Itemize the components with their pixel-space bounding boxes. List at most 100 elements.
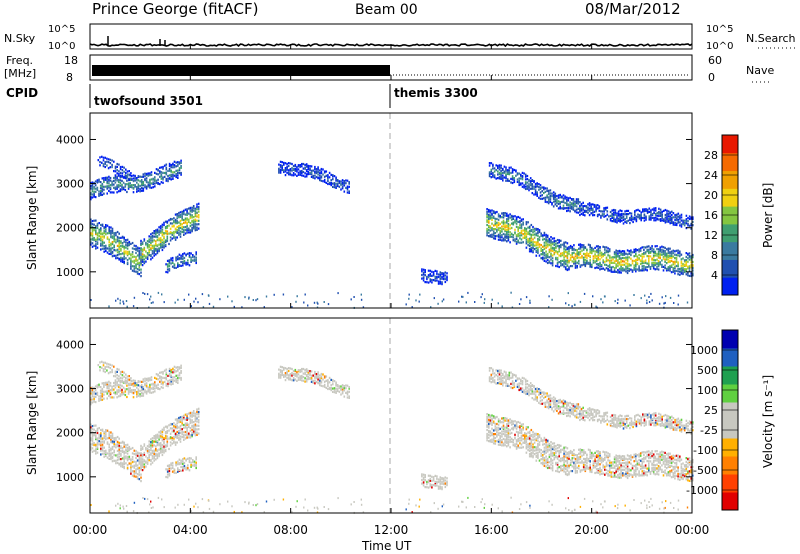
velocity-cell-631 [90, 390, 92, 393]
velocity-cell-1367 [486, 439, 488, 442]
power-cell-250 [133, 244, 136, 247]
power-cell-2669 [549, 189, 552, 192]
power-cell-59 [100, 239, 102, 242]
velocity-cell-1571 [519, 425, 521, 428]
power-cell-274 [138, 266, 141, 269]
velocity-cell-1249 [332, 383, 334, 386]
power-cell-2127 [623, 257, 626, 260]
power-cell-1680 [538, 245, 541, 248]
power-cell-2779 [582, 206, 584, 209]
velocity-cell-1060 [183, 467, 186, 470]
power-cell-2538 [508, 171, 511, 174]
power-cell-1365 [446, 275, 448, 278]
power-cell-2486 [492, 164, 494, 168]
power-cell-800 [139, 190, 141, 193]
power-cell-176 [120, 247, 122, 250]
velocity-cell-1482 [504, 435, 506, 438]
power-cell-634 [91, 193, 94, 196]
power-cell-1885 [574, 266, 577, 269]
velocity-cell-943 [178, 367, 181, 370]
velocity-cell-709 [113, 391, 115, 394]
power-cell-3080 [690, 217, 692, 220]
velocity-cell-1266 [338, 390, 341, 393]
power-cell-1960 [589, 248, 591, 251]
power-cell-1538 [514, 238, 516, 241]
power-cell-2490 [493, 170, 496, 173]
power-cell-544 [184, 217, 187, 220]
power-cell-1768 [553, 253, 556, 256]
power-cell-2055 [610, 270, 613, 273]
power-cell-244 [133, 267, 136, 270]
velocity-cell-159 [116, 435, 119, 439]
velocity-cell-622 [197, 415, 200, 418]
velocity-cell-1258 [335, 387, 337, 390]
power-cell-2109 [620, 260, 622, 264]
velocity-cell-916 [172, 380, 174, 383]
velocity-cell-706 [111, 387, 113, 390]
power-cell-105 [108, 245, 110, 248]
power-cell-669 [101, 190, 104, 193]
power-cell-2781 [582, 201, 584, 204]
velocity-cell-1616 [528, 452, 531, 456]
velocity-cell-1683 [538, 441, 541, 444]
power-cell-892 [165, 173, 168, 176]
velocity-cell-428 [163, 451, 165, 454]
power-cell-3179 [115, 299, 117, 302]
power-cell-1202 [315, 175, 318, 179]
velocity-cell-850 [152, 387, 154, 391]
velocity-cell-112 [108, 431, 110, 434]
power-cell-2534 [506, 171, 509, 174]
power-cell-3151 [360, 293, 362, 296]
power-cell-3097 [548, 306, 550, 309]
power-cell-514 [179, 226, 182, 230]
power-cell-2782 [584, 214, 586, 217]
power-cell-2482 [492, 175, 494, 178]
power-cell-3081 [690, 216, 692, 219]
power-cell-510 [178, 211, 180, 215]
velocity-cell-279 [138, 458, 141, 461]
power-cell-1321 [431, 281, 433, 284]
power-cell-425 [161, 228, 164, 231]
power-cell-5 [90, 232, 92, 235]
power-cell-149 [115, 234, 117, 237]
power-colorbar-label-5: 8 [711, 249, 718, 262]
power-cell-3039 [675, 222, 678, 225]
power-cell-838 [149, 184, 151, 187]
velocity-cell-1082 [192, 459, 194, 462]
velocity-cell-1277 [341, 384, 344, 387]
velocity-cell-1636 [530, 434, 533, 437]
power-cell-2221 [643, 251, 645, 254]
velocity-cell-1207 [317, 381, 319, 384]
power-cell-1390 [488, 208, 490, 212]
power-cell-1469 [502, 232, 505, 236]
velocity-cell-1132 [291, 372, 293, 375]
power-cell-555 [186, 213, 188, 216]
velocity-cell-164 [118, 452, 120, 455]
power-cell-1496 [506, 224, 508, 227]
power-cell-93 [105, 228, 107, 231]
velocity-cell-394 [156, 436, 159, 439]
velocity-cell-436 [163, 428, 165, 432]
power-cell-2645 [543, 188, 545, 191]
power-cell-1252 [333, 186, 336, 189]
power-cell-1696 [542, 251, 544, 254]
power-cell-1029 [171, 261, 174, 264]
velocity-cell-1360 [444, 482, 447, 485]
power-cell-119 [110, 236, 112, 239]
power-cell-391 [156, 239, 159, 242]
power-cell-1894 [576, 264, 578, 268]
velocity-cell-1401 [491, 440, 493, 443]
power-cell-2248 [649, 267, 652, 270]
power-cell-1060 [183, 262, 186, 265]
power-cell-1107 [283, 169, 285, 172]
power-cell-1466 [501, 212, 503, 215]
power-cell-2861 [614, 213, 617, 216]
velocity-cell-31 [95, 448, 97, 451]
power-cell-1457 [499, 214, 501, 217]
velocity-cell-1543 [514, 424, 516, 427]
velocity-cell-918 [172, 376, 174, 379]
power-cell-1663 [535, 234, 538, 237]
power-cell-2171 [633, 250, 635, 254]
power-cell-235 [131, 269, 134, 272]
power-cell-490 [174, 218, 177, 221]
